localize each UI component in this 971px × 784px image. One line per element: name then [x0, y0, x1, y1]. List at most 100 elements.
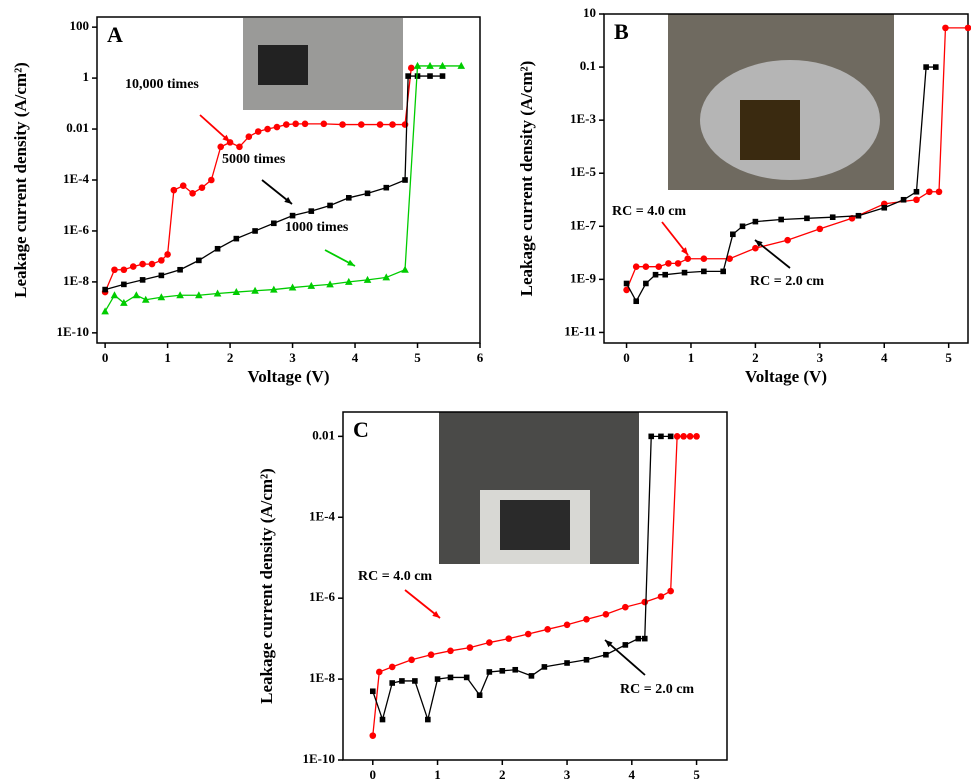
- point: [633, 263, 640, 270]
- point: [208, 177, 215, 184]
- point: [264, 126, 271, 133]
- point: [121, 282, 127, 288]
- figure: 01234561E-101E-81E-61E-40.011100Voltage …: [0, 0, 971, 784]
- y-axis-label: Leakage current density (A/cm²): [11, 62, 30, 298]
- point: [720, 269, 726, 275]
- point: [171, 187, 178, 194]
- point: [389, 664, 396, 671]
- y-tick-label: 1E-6: [63, 222, 90, 237]
- point: [164, 251, 171, 258]
- point: [234, 236, 240, 242]
- point: [236, 144, 243, 151]
- point: [635, 636, 641, 642]
- photo-object: [258, 45, 308, 85]
- point: [753, 219, 759, 225]
- point: [784, 237, 791, 244]
- point: [101, 307, 109, 314]
- x-tick-label: 6: [477, 350, 484, 365]
- point: [564, 660, 570, 666]
- point: [380, 717, 386, 723]
- panel-letter: B: [614, 19, 629, 44]
- y-tick-label: 1E-8: [309, 670, 336, 685]
- point: [665, 260, 672, 267]
- point: [339, 121, 346, 128]
- point: [658, 434, 664, 440]
- y-tick-label: 0.1: [580, 58, 596, 73]
- point: [674, 433, 681, 440]
- point: [487, 669, 493, 675]
- point: [926, 188, 933, 195]
- series-annotation: RC = 2.0 cm: [620, 682, 694, 697]
- point: [139, 261, 146, 268]
- point: [564, 621, 571, 628]
- point: [583, 616, 590, 623]
- point: [302, 121, 309, 128]
- x-tick-label: 5: [693, 767, 700, 782]
- point: [622, 604, 629, 611]
- point: [658, 593, 665, 600]
- point: [643, 263, 650, 270]
- point: [667, 588, 674, 595]
- point: [246, 133, 253, 140]
- point: [309, 208, 315, 214]
- y-tick-label: 1E-5: [570, 164, 597, 179]
- point: [189, 190, 196, 197]
- point: [804, 216, 810, 222]
- point: [914, 189, 920, 195]
- point: [428, 651, 435, 658]
- point: [942, 25, 949, 32]
- point: [271, 220, 277, 226]
- photo-object: [740, 100, 800, 160]
- point: [464, 675, 470, 681]
- point: [623, 642, 629, 648]
- x-tick-label: 2: [227, 350, 234, 365]
- y-tick-label: 1E-7: [570, 217, 597, 232]
- series-annotation: 1000 times: [285, 220, 349, 235]
- point: [684, 255, 691, 262]
- series-annotation: RC = 4.0 cm: [358, 569, 432, 584]
- point: [693, 433, 700, 440]
- point: [477, 692, 483, 698]
- point: [377, 121, 384, 128]
- x-tick-label: 1: [688, 350, 695, 365]
- series-annotation: RC = 2.0 cm: [750, 274, 824, 289]
- point: [653, 272, 659, 278]
- point: [215, 246, 221, 252]
- panel-letter: A: [107, 22, 123, 47]
- point: [817, 226, 824, 233]
- x-tick-label: 1: [434, 767, 441, 782]
- point: [102, 287, 108, 293]
- point: [682, 270, 688, 276]
- x-tick-label: 4: [352, 350, 359, 365]
- y-tick-label: 1E-10: [303, 751, 336, 766]
- point: [467, 644, 474, 651]
- point: [642, 636, 648, 642]
- point: [512, 667, 518, 673]
- point: [486, 639, 493, 646]
- y-tick-label: 1: [83, 69, 90, 84]
- point: [641, 599, 648, 606]
- point: [140, 277, 146, 283]
- point: [274, 124, 281, 131]
- point: [327, 203, 333, 209]
- point: [662, 272, 668, 278]
- point: [655, 263, 662, 270]
- point: [370, 688, 376, 694]
- point: [196, 258, 202, 264]
- point: [752, 245, 759, 252]
- point: [913, 196, 920, 203]
- x-tick-label: 0: [102, 350, 109, 365]
- point: [133, 291, 141, 298]
- point: [365, 191, 371, 197]
- y-tick-label: 1E-9: [570, 270, 597, 285]
- x-axis-label: Voltage (V): [248, 367, 330, 386]
- x-tick-label: 2: [499, 767, 506, 782]
- point: [499, 668, 505, 674]
- point: [358, 121, 365, 128]
- y-tick-label: 1E-8: [63, 273, 90, 288]
- point: [283, 121, 290, 128]
- x-tick-label: 0: [623, 350, 630, 365]
- point: [668, 434, 674, 440]
- panel-letter: C: [353, 417, 369, 442]
- point: [778, 217, 784, 223]
